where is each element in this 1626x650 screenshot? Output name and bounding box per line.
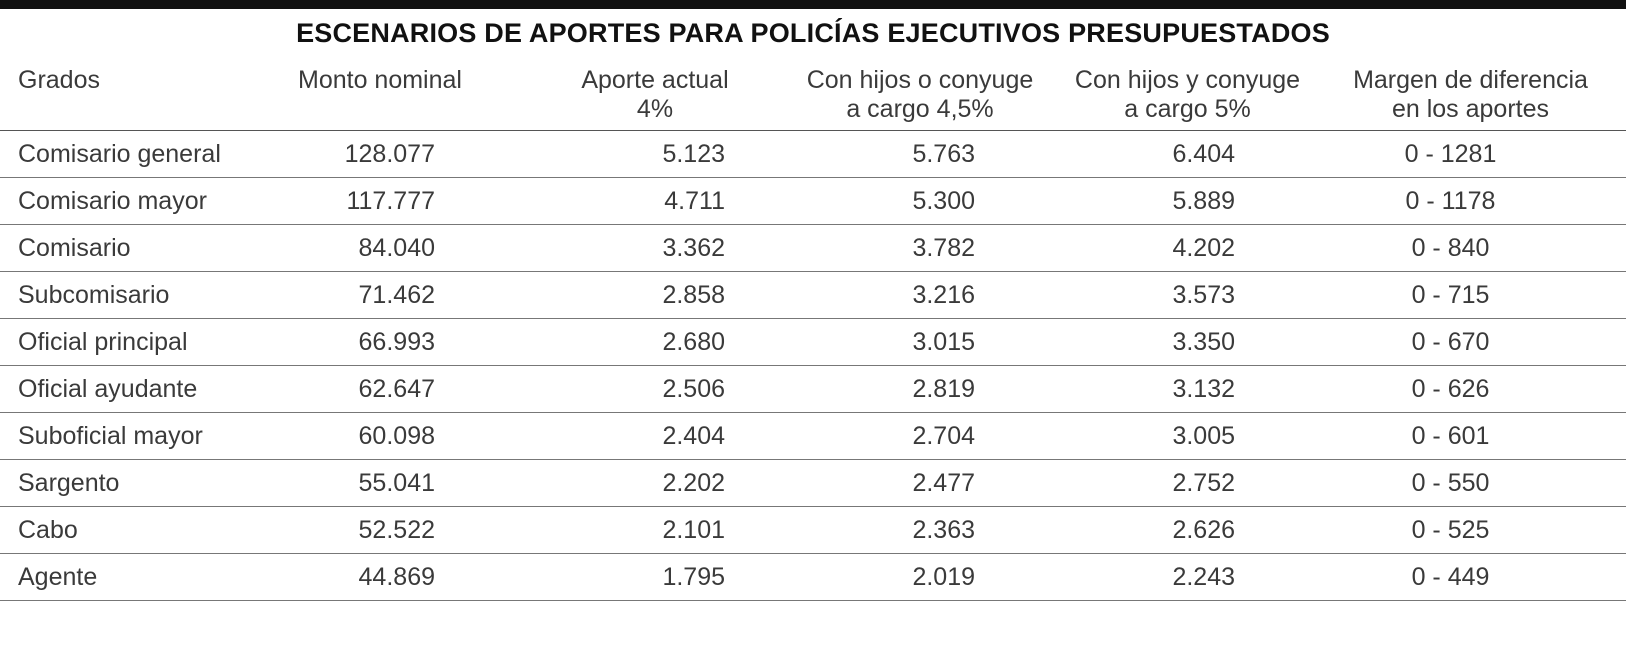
hijos-o-conyuge-cell: 2.477 [780,459,1060,507]
header-monto-label: Monto nominal [298,66,462,94]
header-aporte-actual-line2: 4% [636,95,674,123]
margen-cell: 0 - 840 [1315,224,1626,272]
header-hijos-o-conyuge-line1: Con hijos o conyuge [806,66,1034,94]
aporte-actual-cell: 5.123 [530,130,780,178]
grado-cell: Sargento [0,459,290,507]
hijos-y-conyuge-cell: 3.573 [1060,271,1315,319]
hijos-o-conyuge-cell: 2.819 [780,365,1060,413]
header-margen-line2: en los aportes [1391,95,1550,123]
header-hijos-o-conyuge: Con hijos o conyuge a cargo 4,5% [780,62,1060,131]
hijos-o-conyuge-cell: 3.782 [780,224,1060,272]
monto-cell: 55.041 [290,459,530,507]
header-aporte-actual: Aporte actual 4% [530,62,780,131]
hijos-y-conyuge-cell: 3.132 [1060,365,1315,413]
grado-cell: Cabo [0,506,290,554]
table-row: Comisario 84.040 3.362 3.782 4.202 0 - 840 [0,224,1626,272]
aporte-actual-cell: 2.404 [530,412,780,460]
grado-cell: Comisario general [0,130,290,178]
table-body: Comisario general 128.077 5.123 5.763 6.404 0… [0,130,1626,601]
grado-cell: Suboficial mayor [0,412,290,460]
table-row: Comisario mayor 117.777 4.711 5.300 5.889 0 -… [0,177,1626,225]
monto-cell: 84.040 [290,224,530,272]
monto-cell: 71.462 [290,271,530,319]
table-row: Comisario general 128.077 5.123 5.763 6.404 0… [0,130,1626,178]
aporte-actual-cell: 2.858 [530,271,780,319]
hijos-y-conyuge-cell: 3.350 [1060,318,1315,366]
hijos-y-conyuge-cell: 3.005 [1060,412,1315,460]
hijos-y-conyuge-cell: 4.202 [1060,224,1315,272]
header-monto: Monto nominal [290,62,530,131]
grado-cell: Agente [0,553,290,601]
aporte-actual-cell: 2.101 [530,506,780,554]
hijos-y-conyuge-cell: 5.889 [1060,177,1315,225]
margen-cell: 0 - 1281 [1315,130,1626,178]
monto-cell: 128.077 [290,130,530,178]
table-row: Suboficial mayor 60.098 2.404 2.704 3.005 0 -… [0,412,1626,460]
table-title: ESCENARIOS DE APORTES PARA POLICÍAS EJEC… [296,18,1330,48]
table-row: Subcomisario 71.462 2.858 3.216 3.573 0 - 715 [0,271,1626,319]
header-grados: Grados [0,62,290,131]
hijos-y-conyuge-cell: 2.626 [1060,506,1315,554]
margen-cell: 0 - 525 [1315,506,1626,554]
monto-cell: 117.777 [290,177,530,225]
hijos-o-conyuge-cell: 3.216 [780,271,1060,319]
top-rule [0,0,1626,9]
hijos-o-conyuge-cell: 2.019 [780,553,1060,601]
aporte-actual-cell: 3.362 [530,224,780,272]
header-hijos-y-conyuge-line2: a cargo 5% [1124,95,1251,123]
margen-cell: 0 - 550 [1315,459,1626,507]
grado-cell: Oficial ayudante [0,365,290,413]
hijos-o-conyuge-cell: 5.300 [780,177,1060,225]
grado-cell: Oficial principal [0,318,290,366]
margen-cell: 0 - 449 [1315,553,1626,601]
header-margen-line1: Margen de diferencia [1353,66,1588,94]
header-row: Grados Monto nominal Aporte actual 4% Co… [0,62,1626,131]
aporte-actual-cell: 2.506 [530,365,780,413]
aporte-actual-cell: 1.795 [530,553,780,601]
header-hijos-y-conyuge: Con hijos y conyuge a cargo 5% [1060,62,1315,131]
header-aporte-actual-line1: Aporte actual [581,66,729,94]
margen-cell: 0 - 715 [1315,271,1626,319]
hijos-y-conyuge-cell: 6.404 [1060,130,1315,178]
grado-cell: Comisario [0,224,290,272]
header-hijos-y-conyuge-line1: Con hijos y conyuge [1074,66,1301,94]
monto-cell: 60.098 [290,412,530,460]
hijos-o-conyuge-cell: 3.015 [780,318,1060,366]
aporte-actual-cell: 2.680 [530,318,780,366]
aporte-actual-cell: 4.711 [530,177,780,225]
grado-cell: Comisario mayor [0,177,290,225]
table-row: Oficial ayudante 62.647 2.506 2.819 3.132 0 -… [0,365,1626,413]
monto-cell: 44.869 [290,553,530,601]
monto-cell: 66.993 [290,318,530,366]
margen-cell: 0 - 1178 [1315,177,1626,225]
hijos-o-conyuge-cell: 5.763 [780,130,1060,178]
header-grados-label: Grados [18,66,100,94]
grado-cell: Subcomisario [0,271,290,319]
contributions-table: Grados Monto nominal Aporte actual 4% Co… [0,62,1626,601]
table-row: Cabo 52.522 2.101 2.363 2.626 0 - 525 [0,506,1626,554]
hijos-y-conyuge-cell: 2.243 [1060,553,1315,601]
header-margen: Margen de diferencia en los aportes [1315,62,1626,131]
table-row: Sargento 55.041 2.202 2.477 2.752 0 - 550 [0,459,1626,507]
table-row: Oficial principal 66.993 2.680 3.015 3.350 0 … [0,318,1626,366]
hijos-o-conyuge-cell: 2.704 [780,412,1060,460]
hijos-o-conyuge-cell: 2.363 [780,506,1060,554]
margen-cell: 0 - 670 [1315,318,1626,366]
hijos-y-conyuge-cell: 2.752 [1060,459,1315,507]
margen-cell: 0 - 601 [1315,412,1626,460]
monto-cell: 52.522 [290,506,530,554]
margen-cell: 0 - 626 [1315,365,1626,413]
monto-cell: 62.647 [290,365,530,413]
aporte-actual-cell: 2.202 [530,459,780,507]
header-hijos-o-conyuge-line2: a cargo 4,5% [846,95,994,123]
table-row: Agente 44.869 1.795 2.019 2.243 0 - 449 [0,553,1626,601]
